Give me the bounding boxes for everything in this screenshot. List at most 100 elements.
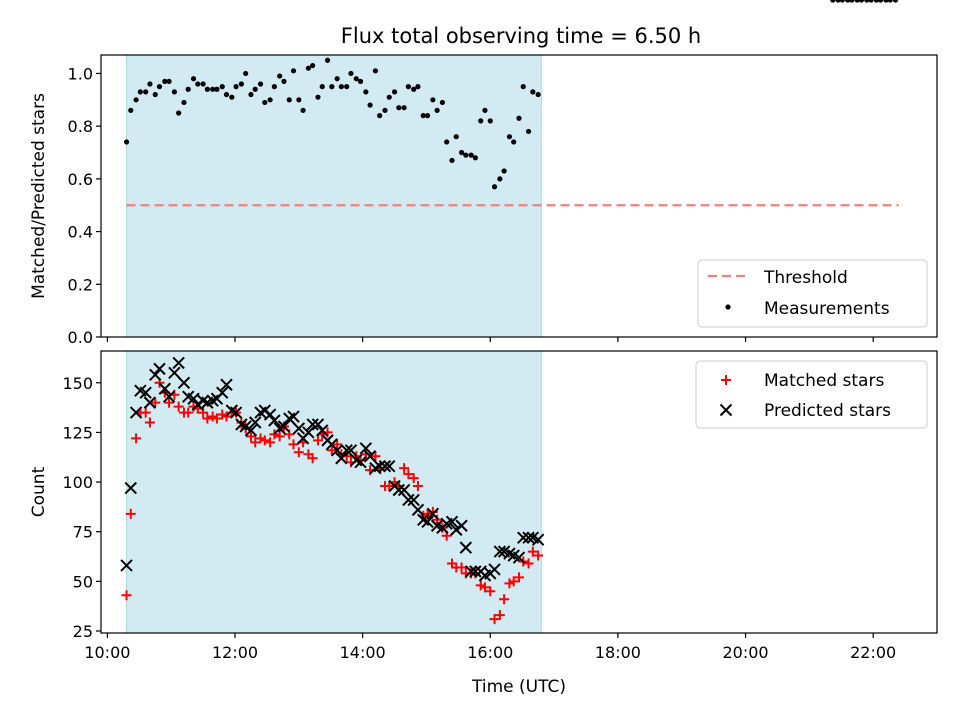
matched-star-point [140, 407, 151, 418]
measurement-point [300, 107, 306, 113]
measurement-point [310, 62, 316, 69]
legend-measurement-swatch [725, 304, 731, 310]
measurement-point [243, 70, 249, 77]
measurement-point [444, 139, 450, 145]
matched-star-point [508, 576, 519, 587]
measurement-point [405, 84, 411, 90]
y-tick-label: 125 [62, 423, 93, 442]
measurement-point [363, 89, 369, 95]
predicted-star-point [469, 565, 482, 578]
predicted-star-point [153, 362, 166, 376]
measurement-point [458, 149, 465, 156]
measurement-point [190, 76, 197, 82]
predicted-star-point [512, 551, 526, 564]
measurement-point [367, 102, 373, 108]
predicted-star-point [531, 533, 545, 546]
predicted-star-point [168, 366, 181, 380]
legend-top: Threshold Measurements [697, 259, 928, 328]
predicted-star-point [216, 386, 229, 399]
predicted-star-point [187, 392, 200, 405]
predicted-star-point [302, 426, 315, 439]
measurement-point [357, 78, 364, 84]
predicted-star-point [407, 493, 420, 507]
measurement-point [344, 84, 350, 90]
measurement-point [156, 84, 163, 90]
measurement-point [123, 139, 130, 145]
predicted-star-point [316, 424, 329, 437]
measurement-point [516, 115, 522, 121]
matched-star-point [131, 433, 142, 444]
predicted-star-point [268, 414, 281, 427]
predicted-star-point [411, 503, 425, 517]
legend-predicted-swatch [719, 403, 733, 417]
measurement-point [229, 94, 235, 100]
measurement-point [271, 84, 277, 90]
y-tick-label: 0.6 [68, 170, 93, 189]
measurement-point [386, 94, 392, 100]
predicted-star-point [522, 531, 535, 544]
measurement-point [396, 105, 402, 111]
predicted-star-point [493, 545, 507, 558]
measurement-point [185, 86, 191, 92]
measurement-point [453, 134, 459, 140]
predicted-star-point [158, 382, 172, 395]
measurement-point [133, 97, 139, 103]
measurement-point [411, 86, 417, 92]
x-tick-label: 20:00 [722, 643, 768, 662]
measurement-point [873, 0, 879, 3]
x-tick-label: 16:00 [467, 643, 513, 662]
measurement-point [439, 99, 446, 106]
predicted-star-point [172, 356, 185, 370]
measurement-point [166, 78, 172, 84]
measurement-point [248, 91, 254, 98]
matched-star-point [121, 590, 132, 601]
measurement-point [511, 139, 517, 145]
predicted-star-point [249, 416, 262, 429]
matched-star-point [164, 397, 175, 408]
measurement-point [839, 0, 845, 3]
y-tick-label: 50 [73, 572, 93, 591]
predicted-star-point [445, 515, 459, 528]
measurement-point [835, 0, 841, 3]
predicted-star-point [143, 396, 157, 409]
measurement-point [482, 107, 488, 113]
predicted-star-point [129, 406, 143, 419]
measurement-point [200, 81, 206, 87]
predicted-star-point [162, 390, 176, 403]
y-tick-label: 150 [62, 374, 93, 393]
predicted-star-point [306, 418, 319, 431]
matched-star-point [274, 431, 285, 442]
matched-star-point [399, 463, 410, 474]
x-tick-label: 18:00 [595, 643, 641, 662]
legend-matched-swatch [721, 375, 731, 385]
measurement-point [219, 84, 225, 90]
measurement-point [382, 107, 388, 113]
measurement-point [491, 184, 498, 190]
matched-star-point [245, 431, 256, 442]
measurement-point [472, 155, 478, 161]
measurement-point [223, 91, 230, 98]
predicted-star-point [139, 386, 152, 399]
predicted-star-point [330, 444, 344, 457]
matched-star-point [485, 586, 496, 597]
legend-bottom: Matched stars Predicted stars [695, 360, 928, 429]
measurement-point [420, 113, 426, 119]
predicted-star-point [517, 531, 530, 544]
measurement-point [277, 73, 283, 79]
measurement-point [530, 89, 536, 95]
measurement-point [334, 76, 340, 82]
measurement-point [286, 97, 292, 103]
measurement-point [128, 107, 134, 113]
predicted-star-point [421, 515, 434, 528]
matched-star-point [307, 453, 318, 464]
predicted-star-point [335, 452, 348, 465]
legend-measurement-label: Measurements [764, 299, 890, 319]
measurement-point [430, 97, 436, 103]
y-axis-label: Matched/Predicted stars [29, 93, 49, 299]
measurement-point [262, 99, 268, 106]
predicted-star-point [378, 459, 392, 473]
measurement-point [162, 78, 168, 84]
predicted-star-point [229, 406, 243, 419]
matched-star-point [332, 439, 343, 450]
